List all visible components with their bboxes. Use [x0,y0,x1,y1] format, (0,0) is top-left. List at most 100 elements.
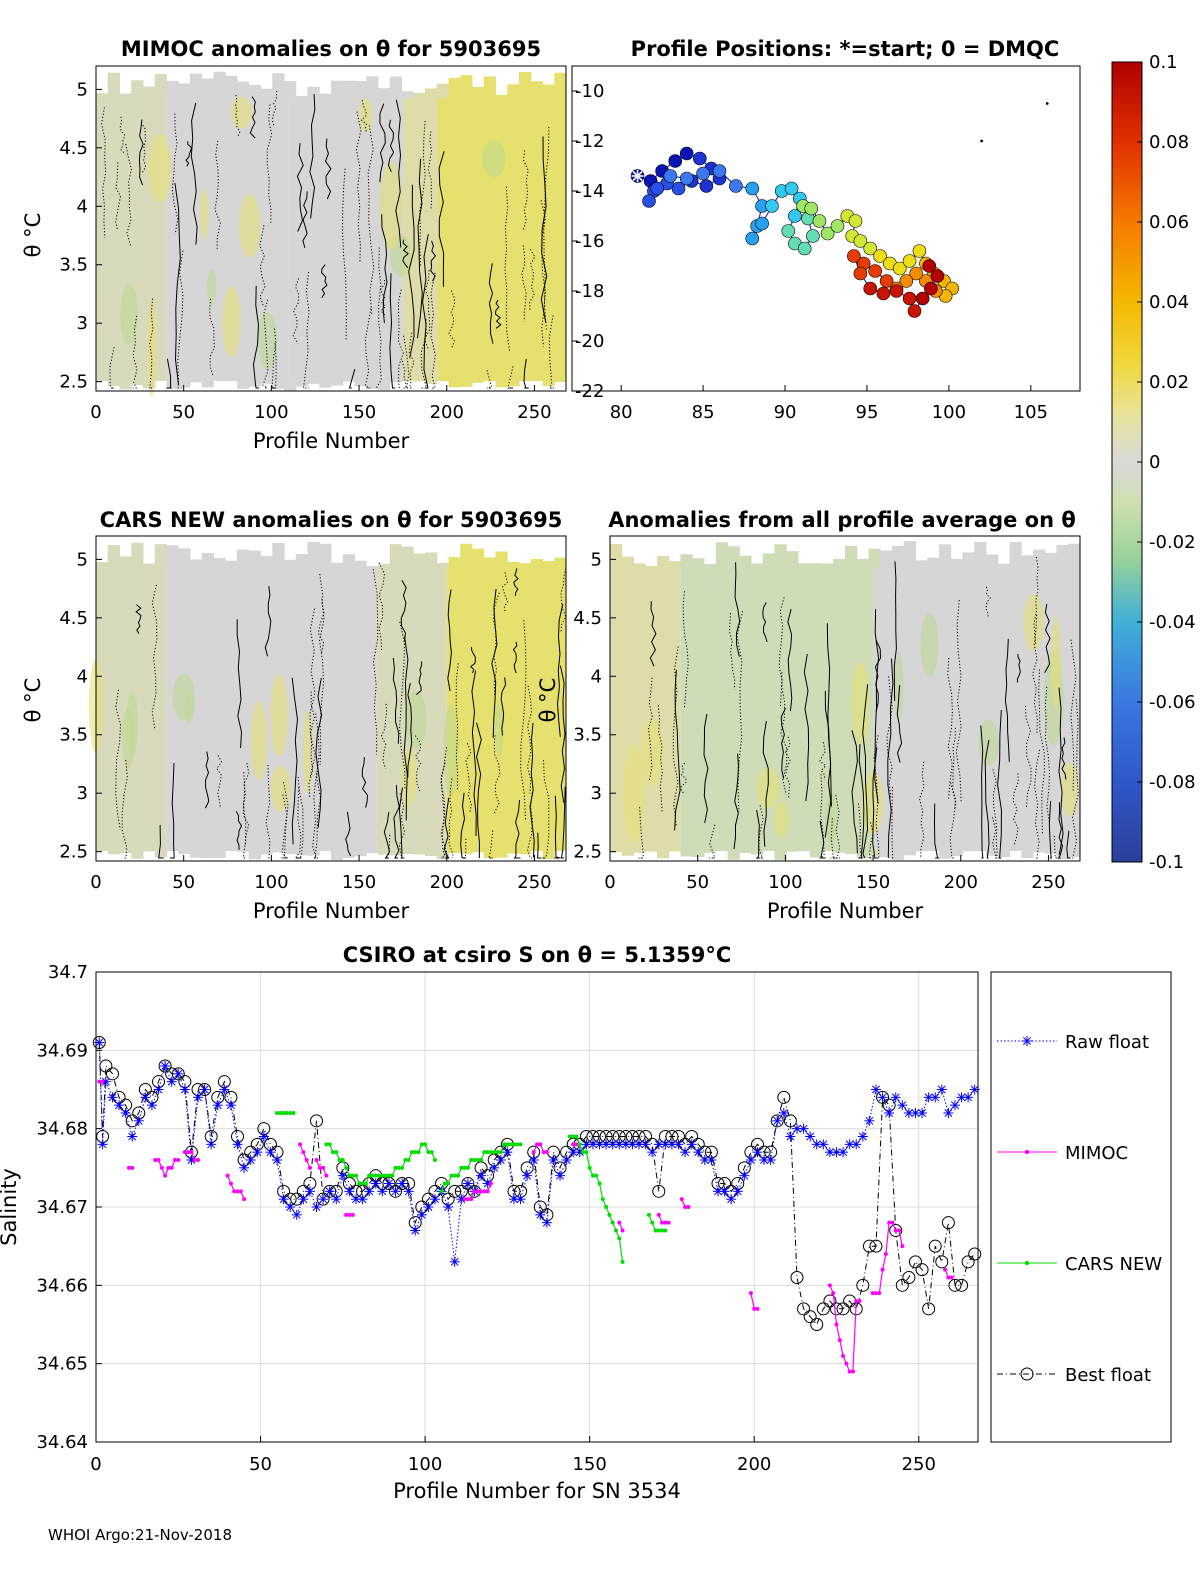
mimoc-line [299,1144,311,1169]
contour-line [297,776,304,859]
contour-line [682,591,689,709]
contour-line [1044,686,1051,824]
anomaly-band-bottom [519,851,532,855]
legend-dot [1024,1149,1030,1155]
anomaly-band-bottom [248,381,261,387]
raw-float-point [857,1131,868,1142]
position-dot [980,139,984,143]
raw-float-point [561,1155,572,1165]
contour-line [559,665,566,803]
plot-frame [571,65,1081,392]
anomaly-patch [122,706,135,770]
anomaly-band-bottom [366,851,379,853]
raw-float-star-stroke [746,1156,755,1164]
contour-line [657,705,663,813]
raw-float-point [772,1115,783,1126]
raw-float-point [331,1194,342,1205]
mimoc-point [314,1158,319,1162]
raw-float-point [173,1068,184,1079]
contour-line [835,795,841,859]
raw-float-star-stroke [740,1171,749,1180]
raw-float-point [285,1202,296,1212]
profile-position-point [909,266,923,281]
raw-float-star-stroke [812,1140,821,1149]
anomaly-band-top [448,77,461,98]
anomaly-band-top [530,559,543,568]
cars-point [502,1142,507,1147]
y-tick-label: 2.5 [59,372,88,393]
x-tick-label: 50 [172,402,195,423]
mimoc-point [298,1142,303,1147]
contour-line [1066,830,1071,859]
profile-position-point [879,274,894,288]
colorbar-tick-label: 0.08 [1149,132,1189,153]
raw-float-star-stroke [727,1195,736,1204]
contour-line [494,299,502,329]
contour-line [1034,749,1040,859]
contour-line [440,747,448,859]
raw-float-star-stroke [878,1093,887,1102]
contour-line [537,832,542,859]
contour-line [355,111,362,263]
anomaly-band-bottom [739,851,752,853]
contour-line [292,278,300,344]
raw-float-point [114,1100,125,1111]
anomaly-band-top [1056,544,1069,568]
anomaly-patch [894,652,904,721]
profile-position-point [830,219,845,233]
contour-line [132,315,138,389]
raw-float-star-stroke [753,1148,762,1157]
anomaly-band-top [739,555,752,568]
anomaly-band-top [519,563,532,568]
anomaly-band-bottom [704,851,717,853]
mimoc-point [242,1197,247,1202]
profile-position-point [930,269,945,283]
anomaly-patch [184,692,195,724]
anomaly-band-top [868,548,881,568]
raw-float-star-stroke [648,1148,657,1157]
raw-float-point [252,1147,263,1158]
best-float-point [889,1224,903,1237]
contour-line [787,608,793,711]
raw-float-star-stroke [549,1156,558,1164]
best-float-point [928,1239,942,1253]
x-tick-label: 85 [692,402,715,423]
contour-line [401,360,407,389]
profile-position-point [693,151,707,166]
colorbar-tick-label: -0.1 [1149,852,1184,873]
raw-float-point [265,1147,276,1158]
y-tick-label: 5 [77,79,88,100]
contour-line [169,762,175,859]
contour-line [403,636,409,821]
x-tick-label: 250 [517,872,551,893]
anomaly-band-top [225,75,238,98]
anomaly-band-top [248,550,261,568]
x-tick-label: 100 [254,872,288,893]
anomaly-band-top [483,76,496,98]
anomaly-band-bottom [319,381,332,388]
raw-float-point [851,1139,862,1150]
legend-label: MIMOC [1065,1143,1128,1164]
x-tick-label: 200 [430,872,464,893]
raw-float-point [94,1037,105,1048]
mimoc-point [176,1158,181,1162]
y-tick-label: 34.65 [36,1354,88,1375]
profile-position-point [848,214,863,228]
profile-position-point [663,169,678,183]
contour-line [521,245,527,322]
raw-float-star-stroke [305,1187,314,1196]
raw-float-star-stroke [714,1187,722,1196]
cars-point [456,1173,461,1178]
contour-line [488,830,494,859]
mimoc-point [574,1142,579,1147]
anomaly-band-top [554,557,567,568]
profile-position-point [797,241,812,256]
anomaly-band-bottom [378,381,391,391]
anomaly-band-bottom [448,851,461,854]
anomaly-band-top [950,558,963,568]
mimoc-point [465,1197,470,1202]
x-tick-label: 150 [856,872,890,893]
mimoc-point [153,1158,158,1162]
contour-line [403,335,410,389]
raw-float-star-stroke [490,1163,499,1172]
